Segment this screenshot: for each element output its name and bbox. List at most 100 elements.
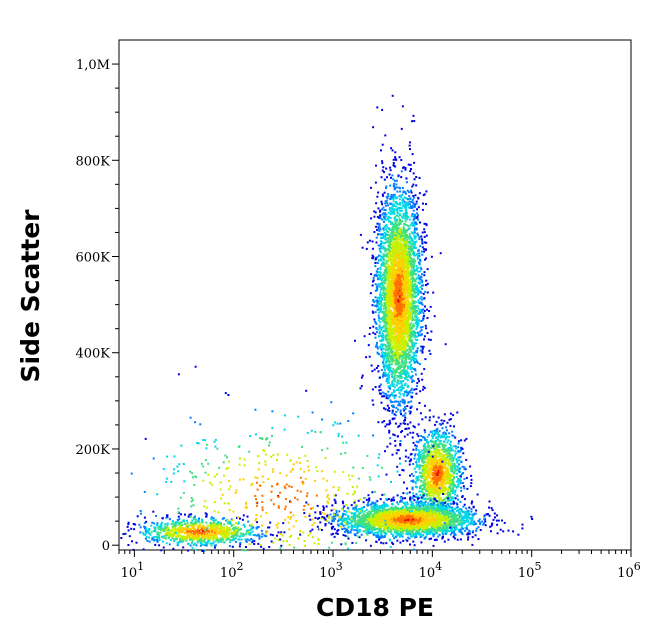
data-point — [402, 360, 405, 363]
data-point — [374, 274, 377, 276]
data-point — [383, 191, 386, 194]
data-point — [401, 354, 404, 357]
data-point — [410, 257, 413, 260]
data-point — [383, 209, 386, 212]
data-point — [392, 404, 395, 407]
data-point — [408, 317, 411, 320]
data-point — [445, 458, 448, 460]
data-point — [415, 463, 418, 466]
data-point — [412, 355, 415, 358]
data-point — [384, 364, 387, 367]
data-point — [384, 348, 387, 351]
data-point — [420, 320, 423, 322]
data-point — [388, 363, 391, 366]
data-point — [389, 301, 392, 304]
data-point — [397, 375, 400, 378]
data-point — [408, 266, 411, 269]
data-point — [400, 233, 403, 236]
data-point — [403, 291, 406, 294]
data-point — [416, 291, 419, 294]
data-point — [389, 270, 392, 273]
data-point — [433, 500, 436, 503]
data-point — [398, 264, 401, 267]
data-point — [394, 360, 397, 363]
data-point — [415, 328, 418, 331]
data-point — [378, 271, 381, 274]
data-point — [391, 242, 394, 245]
data-point — [395, 232, 398, 235]
data-point — [404, 285, 407, 288]
data-point — [392, 385, 395, 387]
data-point — [402, 387, 405, 390]
data-point — [399, 409, 402, 412]
data-point — [382, 166, 385, 169]
data-point — [406, 268, 409, 271]
data-point — [399, 331, 402, 334]
data-point — [413, 295, 416, 298]
data-point — [429, 463, 432, 466]
data-point — [409, 375, 412, 378]
data-point — [394, 316, 397, 319]
data-point — [384, 425, 387, 428]
data-point — [415, 176, 418, 178]
data-point — [383, 312, 386, 315]
data-point — [400, 382, 403, 385]
data-point — [379, 294, 382, 297]
data-point — [421, 345, 424, 348]
data-point — [418, 192, 421, 195]
data-point — [419, 486, 421, 488]
data-point — [383, 298, 386, 301]
data-point — [409, 354, 411, 357]
data-point — [406, 234, 409, 237]
data-point — [413, 268, 416, 271]
data-point — [400, 304, 403, 307]
data-point — [410, 201, 413, 203]
data-point — [403, 311, 406, 314]
data-point — [398, 207, 401, 210]
data-point — [416, 310, 418, 312]
data-point — [385, 328, 388, 331]
data-point — [413, 241, 416, 244]
data-point — [410, 231, 413, 234]
data-point — [434, 454, 436, 457]
data-point — [384, 310, 387, 313]
data-point — [409, 366, 412, 369]
data-point — [393, 315, 396, 318]
data-point — [436, 480, 439, 483]
data-point — [383, 355, 386, 358]
data-point — [401, 275, 404, 278]
data-point — [396, 320, 399, 323]
data-point — [424, 404, 426, 407]
data-point — [371, 310, 374, 313]
data-point — [377, 233, 380, 236]
data-point — [391, 319, 393, 322]
data-point — [417, 292, 420, 295]
data-point — [389, 285, 392, 288]
data-point — [399, 346, 402, 349]
data-point — [407, 456, 410, 459]
data-point — [384, 209, 387, 211]
data-point — [430, 447, 433, 449]
data-point — [380, 335, 383, 338]
data-point — [430, 454, 433, 457]
data-point — [398, 376, 401, 379]
data-point — [440, 482, 443, 485]
data-point — [421, 241, 424, 243]
data-point — [371, 284, 374, 287]
data-point — [415, 284, 418, 287]
data-point — [390, 311, 393, 314]
data-point — [412, 203, 415, 206]
data-point — [390, 332, 393, 335]
data-point — [409, 407, 412, 409]
data-point — [418, 177, 421, 179]
data-point — [372, 279, 375, 282]
data-point — [406, 285, 409, 288]
data-point — [404, 319, 407, 322]
data-point — [398, 296, 401, 299]
data-point — [421, 208, 424, 211]
data-point — [401, 285, 404, 288]
data-point — [394, 346, 397, 349]
data-point — [382, 330, 385, 333]
data-point — [425, 190, 428, 193]
data-point — [398, 372, 401, 374]
